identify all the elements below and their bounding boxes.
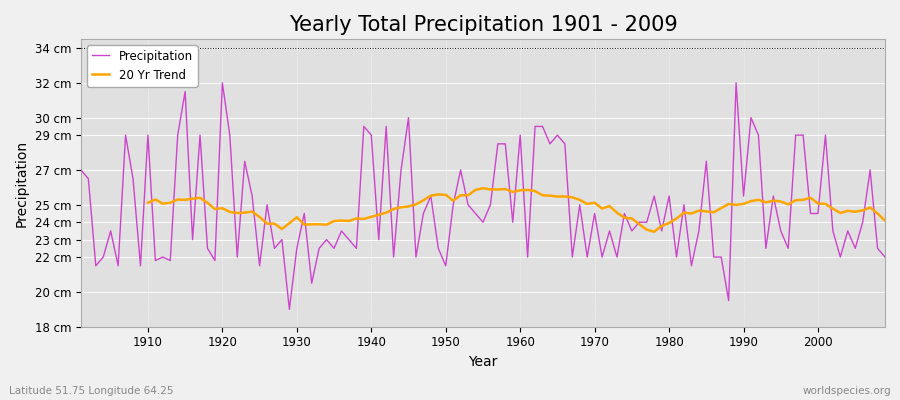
Precipitation — [314, 246, 325, 251]
Precipitation — [358, 124, 369, 129]
Precipitation — [76, 168, 86, 172]
20 Yr Trend — [478, 186, 489, 191]
Precipitation — [135, 263, 146, 268]
X-axis label: Year: Year — [468, 355, 498, 369]
20 Yr Trend — [590, 200, 600, 205]
Line: 20 Yr Trend: 20 Yr Trend — [148, 188, 885, 232]
20 Yr Trend — [835, 210, 846, 215]
Precipitation — [217, 80, 228, 85]
20 Yr Trend — [649, 229, 660, 234]
Title: Yearly Total Precipitation 1901 - 2009: Yearly Total Precipitation 1901 - 2009 — [289, 15, 678, 35]
Precipitation — [619, 211, 630, 216]
Legend: Precipitation, 20 Yr Trend: Precipitation, 20 Yr Trend — [86, 45, 197, 86]
20 Yr Trend — [879, 218, 890, 223]
20 Yr Trend — [858, 208, 868, 213]
20 Yr Trend — [284, 221, 295, 226]
20 Yr Trend — [314, 222, 325, 227]
Text: Latitude 51.75 Longitude 64.25: Latitude 51.75 Longitude 64.25 — [9, 386, 174, 396]
Precipitation — [522, 255, 533, 260]
20 Yr Trend — [142, 200, 153, 205]
Precipitation — [530, 124, 541, 129]
Precipitation — [879, 255, 890, 260]
20 Yr Trend — [530, 189, 541, 194]
Y-axis label: Precipitation: Precipitation — [15, 140, 29, 226]
Text: worldspecies.org: worldspecies.org — [803, 386, 891, 396]
Line: Precipitation: Precipitation — [81, 83, 885, 309]
Precipitation — [284, 307, 295, 312]
